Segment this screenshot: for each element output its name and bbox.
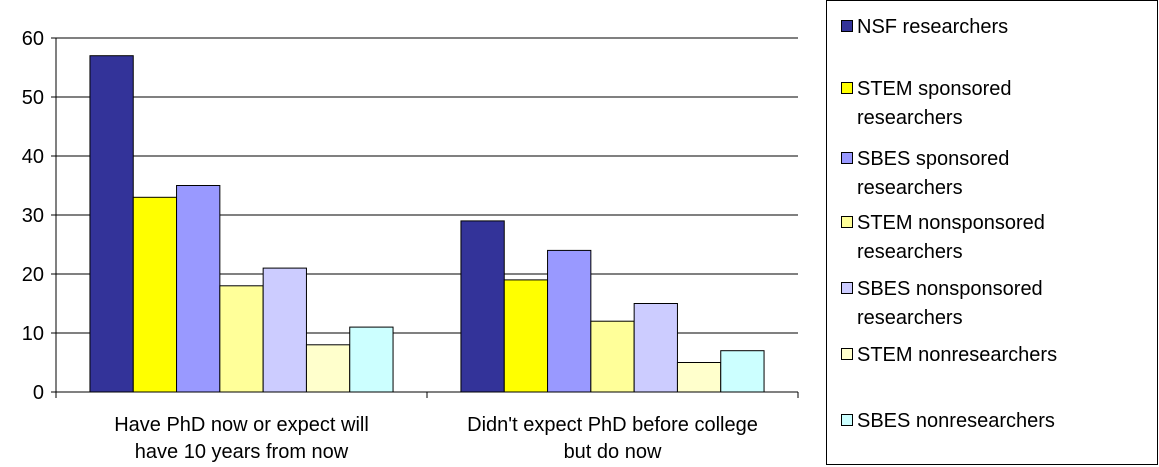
bar-6-1 (720, 350, 765, 393)
legend-swatch (841, 216, 853, 228)
y-tick-label: 40 (22, 146, 44, 168)
bar-4-1 (633, 303, 678, 393)
legend-label: STEM sponsored researchers (857, 75, 1147, 133)
x-category-label: have 10 years from now (135, 441, 349, 463)
bar-4-0 (262, 267, 307, 393)
legend-swatch (841, 20, 853, 32)
legend-swatch (841, 82, 853, 94)
legend-label-line: STEM sponsored (857, 78, 1012, 100)
legend-label-line: SBES nonresearchers (857, 410, 1055, 432)
x-category-label: Didn't expect PhD before college (467, 414, 758, 436)
legend-swatch (841, 282, 853, 294)
x-category-label: but do now (564, 441, 662, 463)
y-tick-label: 50 (22, 87, 44, 109)
legend-swatch (841, 348, 853, 360)
bar-1-1 (503, 279, 549, 393)
legend-label-line: researchers (857, 241, 963, 263)
legend-label-line: researchers (857, 107, 963, 129)
bar-2-0 (176, 185, 221, 393)
bar-5-1 (676, 362, 722, 393)
legend-label-line: researchers (857, 177, 963, 199)
y-tick-label: 20 (22, 264, 44, 286)
bar-0-0 (89, 55, 134, 393)
bar-1-0 (132, 196, 178, 393)
legend-label: SBES nonsponsored researchers (857, 275, 1147, 333)
legend-label: STEM nonresearchers (857, 341, 1147, 370)
legend-label: STEM nonsponsored researchers (857, 209, 1147, 267)
legend-swatch (841, 414, 853, 426)
legend-label-line: NSF researchers (857, 16, 1009, 38)
bar-3-1 (590, 320, 635, 393)
bar-5-0 (305, 344, 351, 393)
legend-label-line: researchers (857, 307, 963, 329)
y-tick-label: 10 (22, 323, 44, 345)
bar-0-1 (460, 220, 505, 393)
bar-6-0 (349, 326, 394, 393)
legend-label: SBES sponsored researchers (857, 145, 1147, 203)
y-tick-label: 30 (22, 205, 44, 227)
bar-chart: 0 10 20 30 40 50 60 Have PhD now or expect will… (22, 28, 799, 463)
legend-label-line: STEM nonresearchers (857, 344, 1058, 366)
y-tick-label: 0 (33, 382, 44, 404)
legend-label-line: SBES nonsponsored (857, 278, 1043, 300)
legend-label-line: STEM nonsponsored (857, 212, 1045, 234)
bar-2-1 (547, 249, 592, 393)
legend-label: NSF researchers (857, 13, 1147, 42)
legend-swatch (841, 152, 853, 164)
legend-label-line: SBES sponsored (857, 148, 1010, 170)
chart-legend: NSF researchers STEM sponsored researchers… (826, 0, 1158, 465)
x-category-label: Have PhD now or expect will (114, 414, 369, 436)
y-tick-label: 60 (22, 28, 44, 50)
bar-3-0 (219, 285, 264, 393)
legend-label: SBES nonresearchers (857, 407, 1147, 436)
